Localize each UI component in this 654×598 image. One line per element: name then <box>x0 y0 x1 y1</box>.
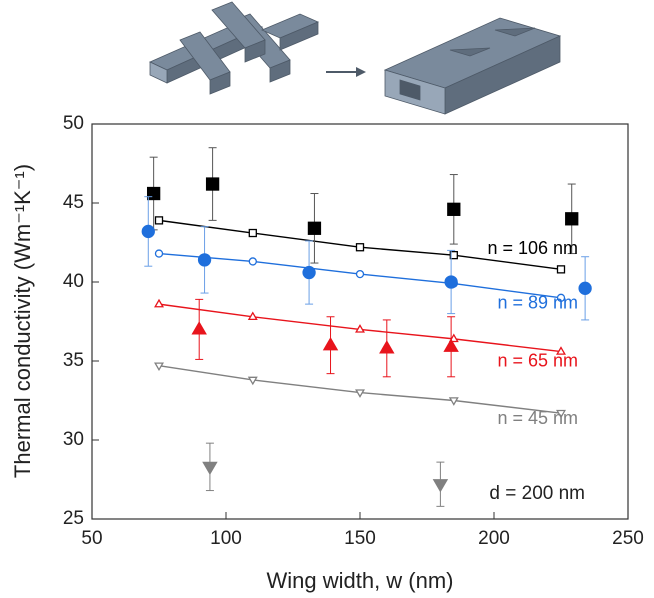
plot-frame <box>91 123 629 520</box>
marker <box>355 269 365 279</box>
marker <box>197 253 212 267</box>
marker <box>202 461 218 476</box>
marker <box>447 202 461 216</box>
series-label: n = 106 nm <box>487 238 578 258</box>
marker <box>248 257 257 266</box>
y-axis-label: Thermal conductivity (Wm⁻¹K⁻¹) <box>10 164 35 478</box>
marker <box>578 281 592 295</box>
x-tick-label: 200 <box>478 528 510 549</box>
marker <box>248 228 257 238</box>
marker <box>556 293 566 302</box>
y-tick-label: 50 <box>63 113 84 134</box>
y-tick-label: 45 <box>63 192 84 213</box>
illustration-2 <box>383 17 562 115</box>
series-label: n = 65 nm <box>497 350 578 370</box>
marker <box>448 397 459 406</box>
marker <box>355 389 365 398</box>
y-tick-label: 40 <box>63 271 84 292</box>
marker <box>444 275 458 289</box>
marker <box>205 177 220 191</box>
marker <box>307 221 322 235</box>
arrow <box>326 67 366 77</box>
marker <box>247 311 258 321</box>
marker <box>556 409 566 419</box>
series-label: n = 45 nm <box>497 408 578 428</box>
marker <box>443 338 459 352</box>
y-tick-label: 30 <box>63 429 84 450</box>
marker <box>302 265 316 280</box>
marker <box>556 346 566 355</box>
marker <box>154 249 164 258</box>
marker <box>448 333 459 343</box>
marker <box>432 479 449 493</box>
marker <box>556 265 566 274</box>
marker <box>247 376 258 386</box>
marker <box>379 340 395 354</box>
annotation: d = 200 nm <box>489 483 585 504</box>
marker <box>449 250 458 260</box>
marker <box>141 224 155 239</box>
marker <box>154 216 164 225</box>
marker <box>322 337 339 351</box>
marker <box>191 321 207 335</box>
y-tick-label: 35 <box>63 350 84 371</box>
illustration <box>149 1 320 95</box>
y-tick-label: 25 <box>63 508 84 529</box>
x-tick-label: 250 <box>612 528 644 549</box>
marker <box>565 212 579 226</box>
series-label: n = 89 nm <box>497 293 578 313</box>
marker <box>146 186 161 201</box>
marker <box>355 324 365 333</box>
x-tick-label: 50 <box>81 528 102 549</box>
marker <box>154 298 164 308</box>
x-axis-label: Wing width, w (nm) <box>266 568 453 593</box>
x-tick-label: 150 <box>344 528 376 549</box>
marker <box>154 362 164 372</box>
marker <box>355 243 365 252</box>
x-tick-label: 100 <box>210 528 242 549</box>
